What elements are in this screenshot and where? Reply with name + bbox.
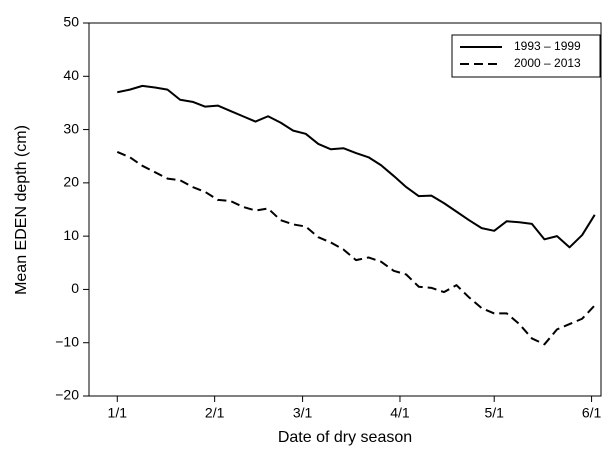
series-line xyxy=(116,151,596,346)
y-tick-label: 20 xyxy=(63,174,79,190)
x-tick-label: 6/1 xyxy=(582,405,602,421)
legend-box xyxy=(451,34,601,78)
legend-label: 1993 – 1999 xyxy=(514,39,581,53)
y-tick-label: 10 xyxy=(63,227,79,243)
x-tick-label: 4/1 xyxy=(390,405,410,421)
series-line xyxy=(117,84,596,249)
y-tick-label: −10 xyxy=(55,333,79,349)
x-tick-label: 1/1 xyxy=(108,405,128,421)
y-tick-label: −20 xyxy=(55,387,79,403)
y-tick-label: 0 xyxy=(71,280,79,296)
legend-label: 2000 – 2013 xyxy=(514,56,581,70)
x-axis-label: Date of dry season xyxy=(278,429,412,446)
x-tick-label: 5/1 xyxy=(484,405,504,421)
y-tick-label: 40 xyxy=(63,67,79,83)
plot-frame xyxy=(88,22,602,397)
y-axis-label: Mean EDEN depth (cm) xyxy=(13,125,30,295)
x-tick-label: 3/1 xyxy=(293,405,313,421)
y-tick-label: 50 xyxy=(63,14,79,30)
y-tick-label: 30 xyxy=(63,120,79,136)
x-tick-label: 2/1 xyxy=(205,405,225,421)
